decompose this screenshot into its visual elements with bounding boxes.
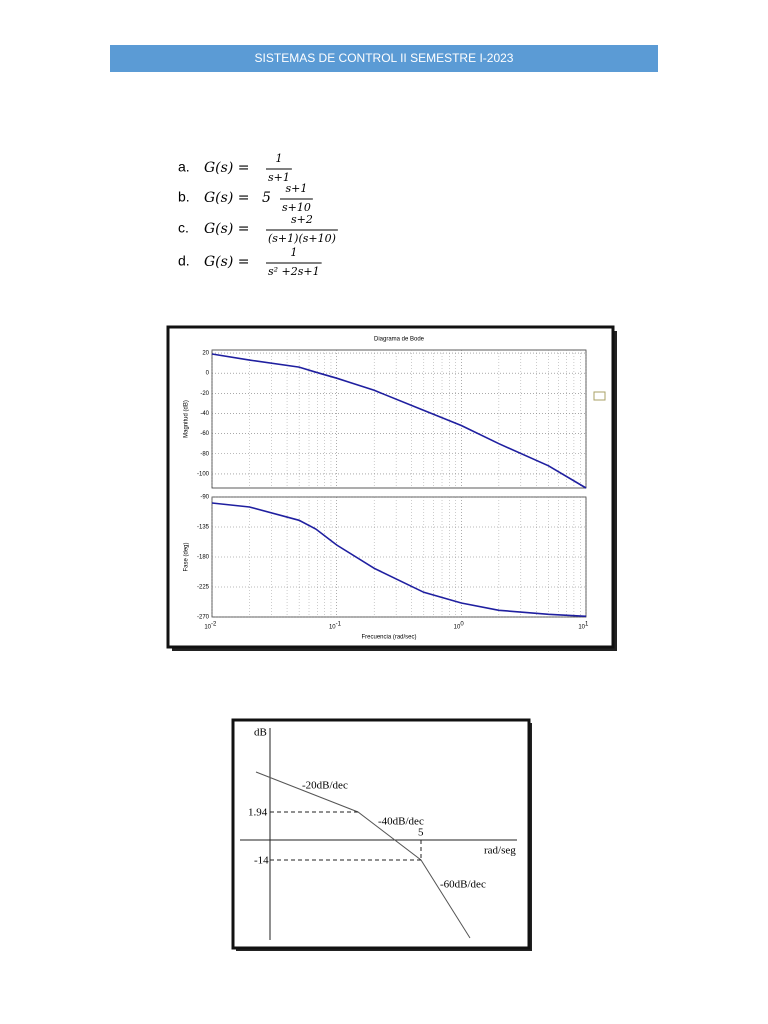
numerator: s+1 — [285, 182, 307, 195]
y-tick-label: -90 — [200, 495, 209, 501]
equation-lhs: G(s) = — [204, 254, 249, 270]
x-tick-exponent: -2 — [211, 622, 217, 628]
item-label: b. — [178, 189, 190, 205]
denominator: s² +2s+1 — [268, 265, 320, 278]
equation-lhs: G(s) = — [204, 190, 249, 206]
item-label: d. — [178, 253, 190, 269]
slope-label: -60dB/dec — [440, 879, 486, 891]
y-tick-label: 0 — [206, 371, 210, 377]
x-tick-exponent: -1 — [336, 622, 342, 628]
y-tick-label: -135 — [197, 525, 210, 531]
frequency-label: 5 — [418, 827, 424, 839]
y-tick-label: -40 — [200, 411, 209, 417]
y-tick-label: -80 — [200, 451, 209, 457]
equation-coef: 5 — [262, 190, 271, 206]
y-tick-label: -20 — [200, 391, 209, 397]
item-label: c. — [178, 220, 189, 236]
x-tick-exponent: 0 — [460, 622, 464, 628]
equation-lhs: G(s) = — [204, 160, 249, 176]
sketch-frame — [231, 718, 531, 950]
y-axis-label: Magnitud (dB) — [184, 400, 190, 438]
x-tick-label: 10 — [329, 625, 336, 631]
axis-label: rad/seg — [484, 845, 516, 857]
level-label: 1.94 — [248, 807, 268, 819]
slope-label: -20dB/dec — [302, 780, 348, 792]
slope-label: -40dB/dec — [378, 816, 424, 828]
y-tick-label: 20 — [202, 351, 209, 357]
x-tick-label: 10 — [578, 625, 585, 631]
curve — [211, 353, 587, 489]
y-axis-label: Fase (deg) — [184, 542, 190, 571]
y-tick-label: -60 — [200, 431, 209, 437]
y-tick-label: -180 — [197, 555, 210, 561]
level-label: -14 — [254, 855, 269, 867]
bode-plot: Diagrama de Bode200-20-40-60-80-100Magni… — [184, 337, 589, 641]
x-tick-label: 10 — [454, 625, 461, 631]
anchor-icon — [593, 391, 606, 401]
asymptote — [255, 771, 471, 939]
x-tick-exponent: 1 — [585, 622, 589, 628]
item-label: a. — [178, 159, 190, 175]
x-tick-label: 10 — [204, 625, 211, 631]
axis-label: dB — [254, 727, 267, 739]
denominator: s+10 — [282, 201, 311, 214]
asymptotic-sketch — [240, 728, 517, 940]
numerator: s+2 — [291, 213, 313, 226]
chart-title: Diagrama de Bode — [374, 337, 425, 343]
numerator: 1 — [275, 152, 282, 165]
denominator: (s+1)(s+10) — [268, 232, 336, 245]
y-tick-label: -225 — [197, 585, 210, 591]
numerator: 1 — [290, 246, 297, 259]
x-axis-label: Frecuencia (rad/sec) — [361, 635, 416, 641]
y-tick-label: -270 — [197, 615, 210, 621]
header-bar — [110, 45, 658, 72]
header-title: SISTEMAS DE CONTROL II SEMESTRE I-2023 — [255, 51, 514, 65]
y-tick-label: -100 — [197, 471, 210, 477]
curve — [211, 502, 587, 618]
denominator: s+1 — [268, 171, 290, 184]
equation-lhs: G(s) = — [204, 221, 249, 237]
equation-list: a. G(s) = 1 s+1 b. G(s) = 5 s+1 s+10 c. G(s) = s+2 (… — [178, 152, 338, 278]
plot-area — [211, 349, 587, 489]
